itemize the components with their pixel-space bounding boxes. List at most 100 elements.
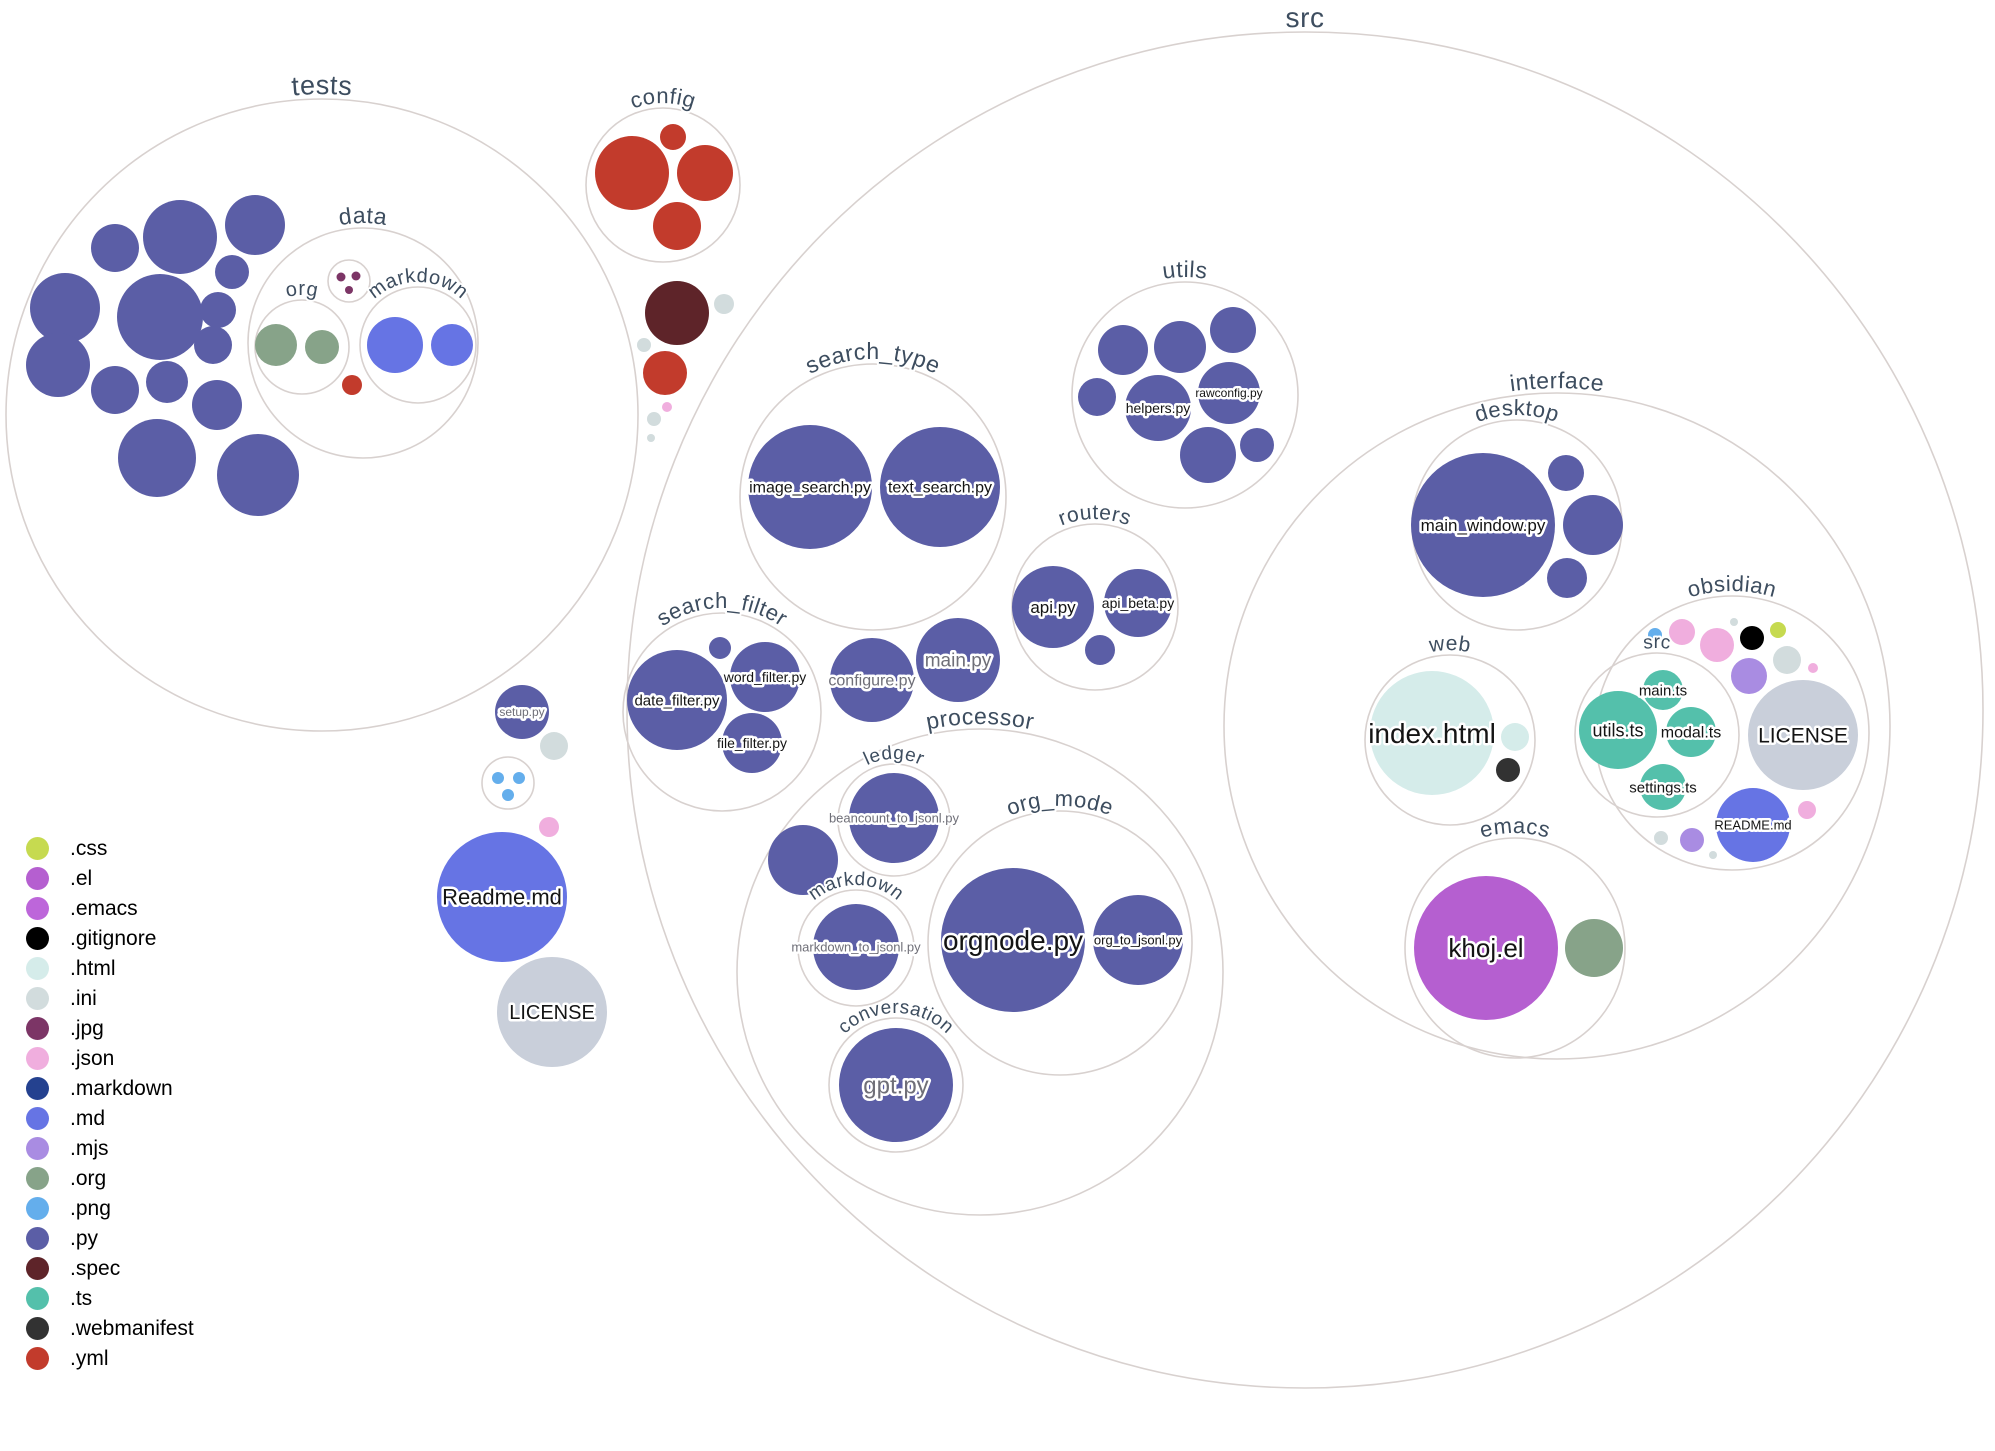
folder-obsidian-src[interactable] (1574, 652, 1740, 818)
file-main.py[interactable] (916, 618, 1000, 702)
file-LICENSE[interactable] (1748, 680, 1858, 790)
file-circle[interactable] (1740, 626, 1764, 650)
file-circle[interactable] (351, 271, 361, 281)
file-circle[interactable] (1563, 495, 1623, 555)
file-circle[interactable] (1731, 658, 1767, 694)
file-circle[interactable] (217, 434, 299, 516)
folder-root-png-group[interactable] (481, 756, 535, 810)
folder-data[interactable] (247, 227, 479, 459)
file-circle[interactable] (1669, 619, 1695, 645)
file-circle[interactable] (1501, 723, 1529, 751)
file-circle[interactable] (653, 202, 701, 250)
file-image_search.py[interactable] (748, 425, 872, 549)
file-circle[interactable] (1180, 427, 1236, 483)
file-main.ts[interactable] (1643, 670, 1683, 710)
file-circle[interactable] (91, 366, 139, 414)
file-circle[interactable] (194, 326, 232, 364)
file-circle[interactable] (1808, 663, 1818, 673)
file-circle[interactable] (539, 817, 559, 837)
file-circle[interactable] (26, 333, 90, 397)
file-text_search.py[interactable] (880, 427, 1000, 547)
folder-emacs[interactable] (1404, 837, 1626, 1059)
file-circle[interactable] (502, 789, 514, 801)
file-circle[interactable] (492, 772, 504, 784)
file-LICENSE[interactable] (497, 957, 607, 1067)
file-date_filter.py[interactable] (627, 650, 727, 750)
file-circle[interactable] (367, 317, 423, 373)
file-file_filter.py[interactable] (722, 713, 782, 773)
file-circle[interactable] (1680, 828, 1704, 852)
file-khoj.el[interactable] (1414, 876, 1558, 1020)
file-circle[interactable] (342, 375, 362, 395)
file-markdown_to_jsonl.py[interactable] (813, 904, 899, 990)
file-circle[interactable] (1654, 831, 1668, 845)
folder-search_type[interactable] (739, 363, 1007, 631)
file-circle[interactable] (647, 412, 661, 426)
file-circle[interactable] (336, 272, 346, 282)
folder-utils[interactable] (1071, 281, 1299, 509)
folder-ledger[interactable] (837, 763, 951, 877)
file-circle[interactable] (117, 274, 203, 360)
file-circle[interactable] (677, 145, 733, 201)
folder-data-markdown[interactable] (359, 286, 477, 404)
file-circle[interactable] (647, 434, 655, 442)
file-circle[interactable] (513, 772, 525, 784)
file-circle[interactable] (143, 200, 217, 274)
file-circle[interactable] (714, 294, 734, 314)
file-circle[interactable] (637, 338, 651, 352)
file-circle[interactable] (1240, 428, 1274, 462)
folder-data-jpg-group[interactable] (327, 259, 371, 303)
file-circle[interactable] (662, 402, 672, 412)
file-circle[interactable] (118, 419, 196, 497)
file-circle[interactable] (1648, 628, 1662, 642)
file-circle[interactable] (1565, 919, 1623, 977)
folder-processor[interactable] (736, 728, 1224, 1216)
file-circle[interactable] (225, 195, 285, 255)
folder-processor-markdown[interactable] (797, 889, 915, 1007)
file-circle[interactable] (305, 330, 339, 364)
file-circle[interactable] (595, 136, 669, 210)
file-circle[interactable] (431, 324, 473, 366)
folder-data-org[interactable] (254, 299, 350, 395)
file-circle[interactable] (643, 351, 687, 395)
file-circle[interactable] (91, 224, 139, 272)
folder-config[interactable] (585, 107, 741, 263)
file-configure.py[interactable] (830, 638, 914, 722)
file-circle[interactable] (215, 255, 249, 289)
file-Readme.md[interactable] (437, 832, 567, 962)
file-main_window.py[interactable] (1411, 453, 1555, 597)
file-circle[interactable] (200, 292, 236, 328)
file-circle[interactable] (1700, 628, 1734, 662)
file-beancount_to_jsonl.py[interactable] (849, 773, 939, 863)
file-orgnode.py[interactable] (941, 868, 1085, 1012)
file-index.html[interactable] (1370, 671, 1494, 795)
file-circle[interactable] (1547, 558, 1587, 598)
file-circle[interactable] (1798, 801, 1816, 819)
file-circle[interactable] (255, 324, 297, 366)
file-circle[interactable] (1730, 618, 1738, 626)
file-api_beta.py[interactable] (1104, 569, 1172, 637)
file-circle[interactable] (1098, 325, 1148, 375)
file-circle[interactable] (1548, 455, 1584, 491)
file-org_to_jsonl.py[interactable] (1093, 895, 1183, 985)
file-circle[interactable] (1210, 307, 1256, 353)
file-api.py[interactable] (1012, 566, 1094, 648)
folder-conversation[interactable] (828, 1017, 964, 1153)
file-circle[interactable] (30, 273, 100, 343)
file-README.md[interactable] (1716, 788, 1790, 862)
folder-org_mode[interactable] (927, 810, 1193, 1076)
file-modal.ts[interactable] (1666, 707, 1716, 757)
file-settings.ts[interactable] (1640, 764, 1686, 810)
file-rawconfig.py[interactable] (1198, 362, 1260, 424)
file-gpt.py[interactable] (839, 1028, 953, 1142)
file-utils.ts[interactable] (1579, 691, 1657, 769)
file-helpers.py[interactable] (1125, 375, 1191, 441)
file-circle[interactable] (709, 637, 731, 659)
folder-search_filter[interactable] (622, 612, 822, 812)
file-circle[interactable] (345, 286, 353, 294)
folder-interface[interactable] (1223, 392, 1891, 1060)
file-setup.py[interactable] (495, 685, 549, 739)
file-circle[interactable] (146, 361, 188, 403)
file-circle[interactable] (1078, 378, 1116, 416)
file-circle[interactable] (192, 380, 242, 430)
